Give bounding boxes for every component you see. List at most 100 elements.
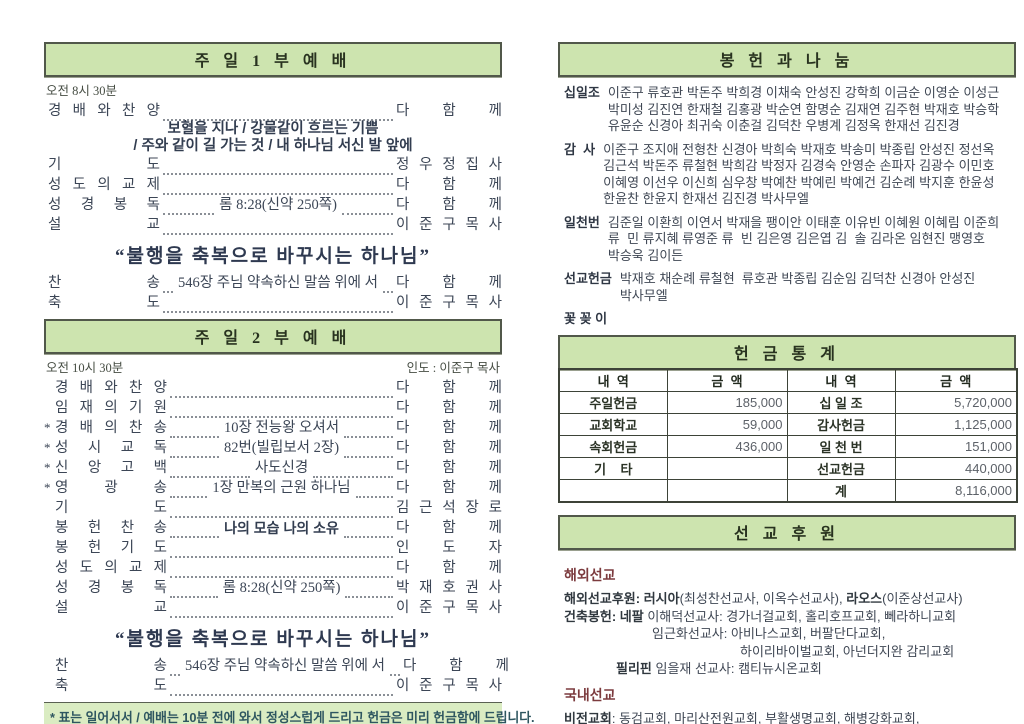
mission-line: 임근화선교사: 아비나스교회, 버팔단다교회, xyxy=(564,626,1014,643)
mission-segment: 하이리바이벌교회, 아넌더지완 감리교회 xyxy=(740,643,955,659)
order-label: 축 도 xyxy=(55,678,167,694)
share-names-line: 유윤순 신경아 최귀숙 이춘걸 김덕찬 우병계 김정옥 한재선 김진경 xyxy=(607,118,960,133)
dotted-leader xyxy=(170,528,220,538)
mission-segment: (최성찬선교사, 이옥수선교사), xyxy=(679,591,847,606)
order-label: 경 배 의 찬 송 xyxy=(55,420,167,436)
stats-amount-cell xyxy=(666,456,788,480)
mission-line: 해외선교후원: 러시아(최성찬선교사, 이옥수선교사), 라오스(이준상선교사) xyxy=(564,591,1014,608)
dotted-leader xyxy=(170,686,393,696)
order-person: 박 재 호 권 사 xyxy=(396,580,503,596)
dotted-leader xyxy=(163,165,393,175)
order-person: 다 함 께 xyxy=(396,560,502,576)
order-person: 다 함 께 xyxy=(396,420,503,436)
order-person: 다 함 께 xyxy=(396,460,502,476)
order-label: 경 배 와 찬 양 xyxy=(55,380,167,396)
order-person: 다 함 께 xyxy=(396,275,502,291)
star-mark: * xyxy=(44,480,51,495)
stats-header-cell: 내 역 xyxy=(786,368,896,392)
order-person: 이 준 구 목 사 xyxy=(396,217,502,233)
stats-header-cell: 금 액 xyxy=(894,368,1018,392)
order-row: * 영 광 송 1장 만복의 근원 하나님 다 함 께 xyxy=(44,478,502,498)
dotted-leader xyxy=(170,588,218,598)
mission-section: 선 교 후 원 해외선교 해외선교후원: 러시아(최성찬선교사, 이옥수선교사)… xyxy=(558,514,1016,724)
order-label: 기 도 xyxy=(55,500,167,516)
share-label: 십일조 xyxy=(564,85,600,100)
stats-row: 속회헌금 436,000 일 천 번 151,000 xyxy=(558,434,1018,458)
service2-section: 주 일 2 부 예 배 오전 10시 30분 인도 : 이준구 목사 경 배 와… xyxy=(44,319,509,696)
mission-line: 하이리바이벌교회, 아넌더지완 감리교회 xyxy=(564,644,1014,661)
order-label: 임 재 의 기 원 xyxy=(55,400,167,416)
mission-segment: 비전교회 xyxy=(564,711,612,724)
stats-item-cell: 십 일 조 xyxy=(786,390,896,414)
stats-amount-cell xyxy=(666,478,788,502)
stats-row: 기 타 선교헌금 440,000 xyxy=(558,456,1018,480)
order-person: 이 준 구 목 사 xyxy=(396,678,502,694)
dotted-leader xyxy=(344,448,394,458)
mission-segment: (이준상선교사) xyxy=(882,591,963,606)
order-detail: 1장 만복의 근원 하나님 xyxy=(212,480,351,496)
stats-row: 계 8,116,000 xyxy=(558,478,1018,502)
sharing-list: 십일조 이준구 류호관 박돈주 박희경 이채숙 안성진 강학희 이금순 이영순 이… xyxy=(558,77,1016,328)
dotted-leader xyxy=(343,528,393,538)
dotted-leader xyxy=(389,666,400,676)
dotted-leader xyxy=(170,666,180,676)
order-detail: 546장 주님 약속하신 말씀 위에 서 xyxy=(185,658,385,674)
order-label: 축 도 xyxy=(48,295,160,311)
share-names-line: 이준구 류호관 박돈주 박희경 이채숙 안성진 강학희 이금순 이영순 이성근 xyxy=(607,85,1000,100)
service1-title-bar: 주 일 1 부 예 배 xyxy=(44,42,502,77)
hymn-line: 보혈을 지나 / 강물같이 흐르는 기쁨 xyxy=(167,121,379,137)
dotted-leader xyxy=(163,185,393,195)
share-names-line: 이혜영 이선우 이신희 심우창 박예찬 박예린 박예건 김순례 박지훈 한윤성 xyxy=(603,174,995,190)
order-person: 다 함 께 xyxy=(396,177,502,193)
dotted-leader xyxy=(170,488,208,498)
order-person: 다 함 께 xyxy=(396,380,502,396)
order-detail: 82번(빌립보서 2장) xyxy=(223,440,340,456)
order-row: 봉 헌 찬 송 나의 모습 나의 소유 다 함 께 xyxy=(44,518,502,538)
mission-segment: 라오스 xyxy=(846,591,883,606)
dotted-leader xyxy=(341,205,394,215)
share-item: 십일조 이준구 류호관 박돈주 박희경 이채숙 안성진 강학희 이금순 이영순 이… xyxy=(564,85,1014,135)
order-person: 이 준 구 목 사 xyxy=(396,295,502,311)
order-detail: 546장 주님 약속하신 말씀 위에 서 xyxy=(178,275,378,291)
mission-segment: 필리핀 xyxy=(616,661,652,676)
dotted-leader xyxy=(345,588,394,598)
stats-item-cell: 감사헌금 xyxy=(786,412,896,436)
dotted-leader xyxy=(382,283,393,293)
order-label: 성 경 봉 독 xyxy=(55,580,167,596)
share-names-line: 류 민 류지혜 류영준 류 빈 김은영 김은엽 김 솔 김라온 임현진 맹영호 xyxy=(607,231,985,246)
service2-leader: 인도 : 이준구 목사 xyxy=(406,361,500,375)
star-mark: * xyxy=(44,420,51,435)
order-label: 성 시 교 독 xyxy=(55,440,167,456)
order-label: 신 앙 고 백 xyxy=(55,460,167,476)
mission-segment: : 동검교회, 마리산전원교회, 부활생명교회, 해병강화교회, xyxy=(611,711,920,724)
order-detail: 롬 8:28(신약 250쪽) xyxy=(219,197,337,213)
order-person: 다 함 께 xyxy=(396,480,502,496)
stats-item-cell: 주일헌금 xyxy=(558,390,668,414)
stats-item-cell xyxy=(558,478,668,502)
order-label: 성 도 의 교 제 xyxy=(55,560,167,576)
mission-segment: 이해덕선교사: 경가너걸교회, 홀리호프교회, 뻬라하니교회 xyxy=(647,608,957,624)
order-label: 찬 송 xyxy=(48,275,160,291)
order-person: 다 함 께 xyxy=(396,400,502,416)
mission-line: 비전교회: 동검교회, 마리산전원교회, 부활생명교회, 해병강화교회, xyxy=(564,711,1014,724)
share-names: 박재호 채순례 류철현 류호관 박종립 김순임 김덕찬 신경아 안성진 박사무엘 xyxy=(620,271,1014,304)
overseas-subtitle: 해외선교 xyxy=(564,566,616,583)
order-label: 봉 헌 기 도 xyxy=(55,540,167,556)
stats-amount-cell: 185,000 xyxy=(666,390,788,414)
order-label: 설 교 xyxy=(55,600,167,616)
stats-amount-cell: 5,720,000 xyxy=(894,390,1018,414)
dotted-leader xyxy=(170,548,393,558)
share-item: 감 사 이준구 조지애 전형찬 신경아 박희숙 박재호 박송미 박종립 안성진 정… xyxy=(564,142,1014,208)
share-label: 감 사 xyxy=(564,141,596,157)
dotted-leader xyxy=(163,283,174,293)
